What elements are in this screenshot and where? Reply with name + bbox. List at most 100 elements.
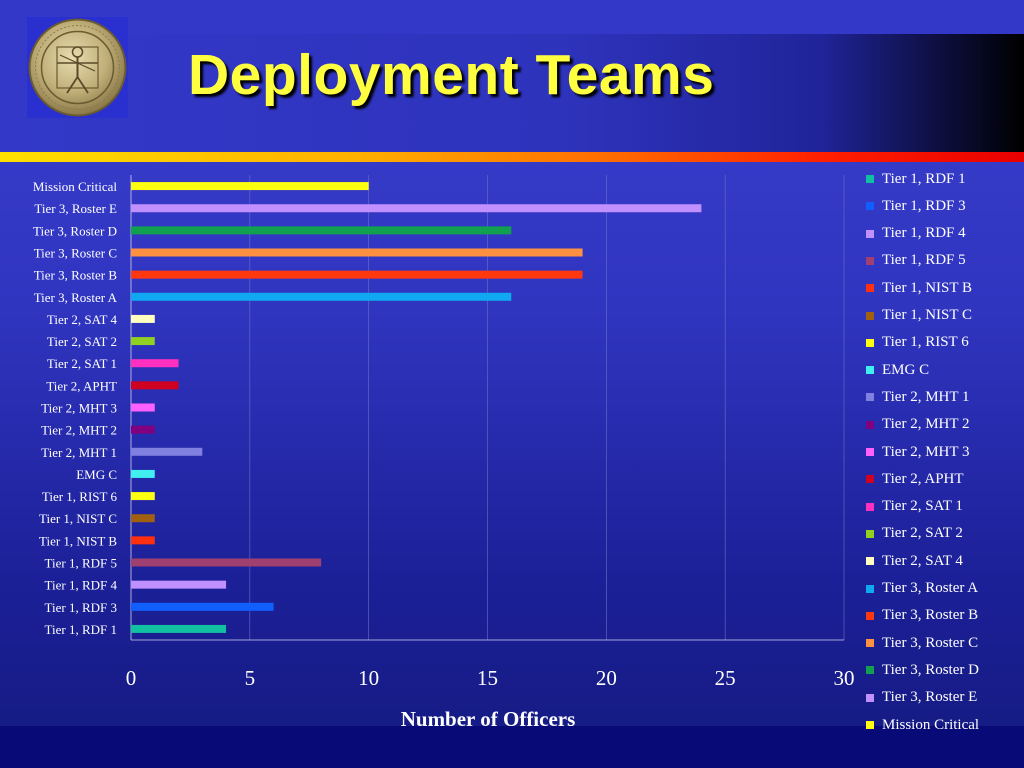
y-tick-labels: Tier 1, RDF 1 Tier 1, RDF 3 Tier 1, RDF 4 T…	[33, 179, 118, 637]
bar	[131, 403, 155, 412]
legend-label: Tier 2, MHT 1	[882, 388, 970, 405]
legend-label: Tier 1, RDF 1	[882, 170, 966, 187]
legend-swatch	[866, 557, 874, 566]
legend-label: Tier 1, RIST 6	[882, 334, 969, 351]
legend-swatch	[866, 366, 874, 375]
legend-item: Tier 3, Roster E	[866, 688, 977, 708]
legend-item: Tier 1, RDF 3	[866, 196, 966, 216]
legend-label: Tier 3, Roster D	[882, 661, 979, 678]
legend-label: Tier 2, MHT 2	[882, 416, 970, 433]
accent-stripe	[0, 152, 1024, 162]
y-tick-label: Tier 1, RDF 5	[45, 556, 117, 571]
x-tick-label: 0	[126, 666, 137, 690]
legend-label: Tier 2, SAT 4	[882, 552, 963, 569]
legend-item: Tier 2, SAT 2	[866, 524, 963, 544]
legend-swatch	[866, 284, 874, 293]
y-tick-label: Tier 3, Roster A	[34, 290, 118, 305]
x-tick-label: 10	[358, 666, 379, 690]
legend-label: Tier 1, NIST C	[882, 307, 973, 323]
legend-swatch	[866, 666, 874, 675]
legend-label: Tier 2, SAT 1	[882, 498, 963, 515]
bar	[131, 558, 322, 567]
legend-item: Tier 1, RDF 4	[866, 224, 966, 244]
legend-swatch	[866, 475, 874, 484]
legend-swatch	[866, 256, 874, 265]
legend-item: Tier 1, RDF 5	[866, 251, 966, 271]
legend-item: Tier 2, SAT 1	[866, 497, 963, 517]
legend-label: Tier 3, Roster E	[882, 689, 978, 706]
legend-item: Tier 2, APHT	[866, 469, 964, 489]
legend-swatch	[866, 529, 874, 538]
y-tick-label: Tier 2, MHT 2	[41, 423, 117, 438]
bar	[131, 602, 274, 611]
legend-label: Tier 1, RDF 3	[882, 197, 966, 214]
legend-swatch	[866, 448, 874, 456]
y-tick-label: EMG C	[76, 467, 117, 482]
y-tick-label: Tier 3, Roster E	[34, 201, 117, 216]
y-tick-label: Tier 3, Roster C	[34, 246, 117, 261]
bar	[131, 337, 155, 346]
y-tick-label: Tier 1, NIST B	[39, 533, 117, 548]
bar	[131, 204, 702, 213]
bar	[131, 314, 155, 323]
y-tick-label: Tier 3, Roster B	[34, 268, 118, 283]
x-tick-label: 25	[715, 666, 736, 690]
legend-item: Tier 1, NIST C	[866, 306, 972, 326]
y-tick-label: Tier 2, SAT 2	[47, 334, 117, 349]
x-tick-label: 5	[245, 666, 256, 690]
header-top-band	[0, 0, 1024, 34]
bar	[131, 536, 155, 545]
legend-label: Tier 2, SAT 2	[882, 525, 963, 542]
bar	[131, 492, 155, 501]
bar	[131, 226, 512, 235]
y-tick-label: Tier 2, SAT 1	[47, 356, 117, 371]
legend-swatch	[866, 202, 874, 211]
y-tick-label: Tier 1, RDF 1	[45, 622, 117, 637]
legend-item: Mission Critical	[866, 715, 979, 735]
y-tick-label: Tier 2, MHT 1	[41, 445, 117, 460]
legend-swatch	[866, 502, 874, 511]
legend-swatch	[866, 584, 874, 593]
legend-item: Tier 2, MHT 1	[866, 387, 970, 407]
bottom-bar	[0, 726, 1024, 768]
y-tick-label: Tier 2, SAT 4	[47, 312, 118, 327]
x-axis-label: Number of Officers	[401, 707, 576, 731]
bar	[131, 381, 179, 390]
y-tick-label: Tier 3, Roster D	[33, 223, 117, 238]
bar	[131, 447, 203, 456]
legend-label: Mission Critical	[882, 716, 980, 733]
legend-label: Tier 3, Roster B	[882, 607, 979, 624]
bar	[131, 292, 512, 301]
y-tick-label: Tier 1, RDF 4	[45, 578, 118, 593]
vitruvian-man-seal-icon	[27, 17, 128, 118]
legend-item: Tier 1, RDF 1	[866, 169, 966, 189]
legend-label: Tier 1, RDF 4	[882, 225, 966, 242]
chart-grid	[249, 175, 845, 640]
y-tick-label: Mission Critical	[33, 179, 118, 194]
legend-swatch	[866, 311, 874, 320]
legend-item: Tier 3, Roster D	[866, 660, 979, 680]
y-tick-label: Tier 2, APHT	[46, 378, 117, 393]
x-tick-labels: 0 5 10 15 20 25 30	[126, 666, 855, 690]
bar	[131, 359, 179, 368]
legend-label: Tier 1, RDF 5	[882, 252, 966, 269]
bar	[131, 580, 227, 589]
legend-swatch	[866, 639, 874, 648]
legend-label: Tier 1, NIST B	[882, 279, 973, 296]
legend-item: Tier 2, MHT 3	[866, 442, 970, 462]
slide-title: Deployment Teams	[188, 43, 715, 107]
chart-bars	[131, 182, 702, 633]
legend-swatch	[866, 175, 874, 183]
x-tick-label: 30	[834, 666, 855, 690]
legend-swatch	[866, 393, 874, 402]
legend-swatch	[866, 420, 874, 429]
legend-item: EMG C	[866, 360, 929, 380]
bar	[131, 514, 155, 523]
legend-label: Tier 3, Roster C	[882, 634, 979, 651]
bar	[131, 425, 155, 434]
legend-label: Tier 2, APHT	[882, 470, 964, 487]
legend-swatch	[866, 338, 874, 347]
y-tick-label: Tier 1, NIST C	[39, 511, 117, 526]
bar	[131, 469, 155, 478]
